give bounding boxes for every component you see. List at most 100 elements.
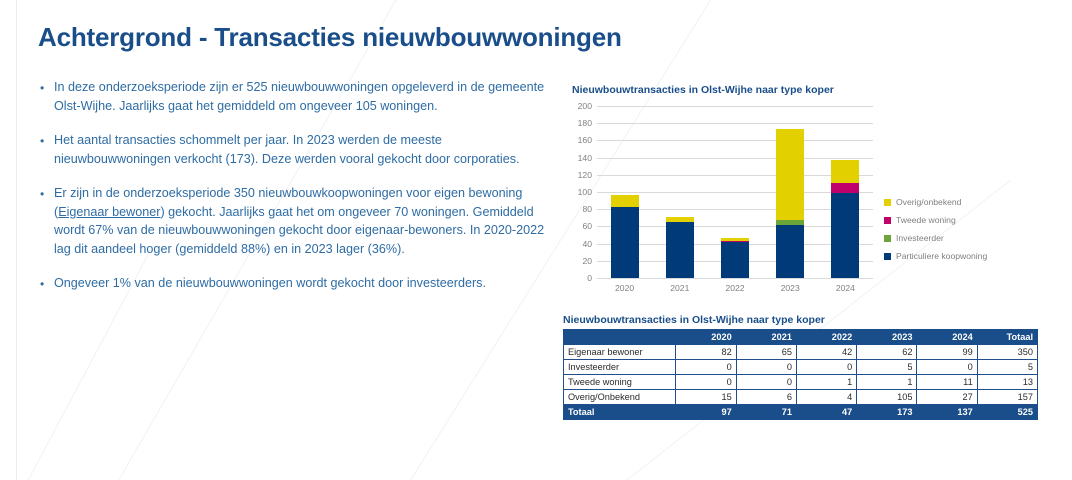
chart-gridline: 0 [587,273,873,283]
chart-bar-2020 [610,194,639,278]
legend-swatch-icon [884,198,891,206]
transactions-table: 2020 2021 2022 2023 2024 Totaal Eigenaar bewo… [562,329,1039,420]
bar-segment-particuliere-koopwoning [776,224,805,278]
bullet-marker-icon: • [40,81,45,95]
chart-plot-wrapper: 0 20 40 60 80 100 120 140 160 180 200 2020 2021 2022 2… [566,101,1036,304]
table-row: Eigenaar bewoner 82 65 42 62 99 350 [562,344,1039,360]
legend-item[interactable]: Investeerder [884,230,1034,246]
y-axis-tick-label: 20 [582,255,592,266]
chart-gridline: 60 [582,221,873,231]
table-column-header: 2022 [795,329,858,345]
chart-plot-area: 0 20 40 60 80 100 120 140 160 180 200 2020 2021 2022 2… [578,101,873,293]
table-column-header: Totaal [976,329,1039,345]
table-cell-value: 0 [735,374,797,390]
bar-segment-particuliere-koopwoning [721,241,749,278]
table-cell-value: 15 [675,389,737,405]
table-cell-value: 27 [916,389,978,405]
bar-segment-particuliere-koopwoning [610,207,639,278]
chart-gridline: 80 [582,204,873,214]
table-total-value: 525 [976,404,1039,420]
table-cell-value: 0 [795,359,858,375]
legend-item[interactable]: Overig/onbekend [884,194,1034,210]
x-axis-tick-label: 2023 [780,283,800,293]
y-axis-tick-label: 80 [582,204,592,215]
y-axis-tick-label: 200 [577,101,592,111]
chart-gridline: 180 [578,118,873,128]
chart-gridline: 200 [578,101,873,111]
list-item: • Het aantal transacties schommelt per j… [40,131,545,168]
table-row: Overig/Onbekend 15 6 4 105 27 157 [562,389,1039,405]
y-axis-tick-label: 0 [587,273,592,283]
y-axis-tick-label: 40 [582,238,592,249]
table-cell-value: 105 [856,389,918,405]
bar-segment-tweede-woning [721,241,749,242]
legend-item[interactable]: Tweede woning [884,212,1034,228]
bullet-text: In deze onderzoeksperiode zijn er 525 ni… [54,80,545,113]
table-column-header: 2020 [675,329,737,345]
table-cell-value: 1 [856,374,918,390]
table-cell-value: 6 [735,389,797,405]
page-title: Achtergrond - Transacties nieuwbouwwonin… [38,22,622,52]
legend-item[interactable]: Particuliere koopwoning [884,248,1034,264]
table-total-row: Totaal 97 71 47 173 137 525 [562,404,1039,420]
bullet-marker-icon: • [40,277,45,291]
eigenaar-bewoner-link[interactable]: Eigenaar bewoner [58,204,161,219]
table-total-value: 173 [856,404,918,420]
y-axis-tick-label: 160 [577,135,592,146]
legend-swatch-icon [884,252,891,260]
bullet-text-post: ) gekocht. Jaarlijks gaat het om ongevee… [54,204,545,256]
table-head: 2020 2021 2022 2023 2024 Totaal [562,329,1039,345]
table-total-value: 47 [795,404,858,420]
table-column-header: 2024 [916,329,978,345]
table-row: Tweede woning 0 0 1 1 11 13 [562,374,1039,390]
bullet-list: • In deze onderzoeksperiode zijn er 525 … [40,78,545,309]
table-row-label: Tweede woning [562,374,677,390]
y-axis-tick-label: 140 [577,152,592,163]
legend-label: Particuliere koopwoning [896,251,988,261]
x-axis-tick-label: 2022 [725,283,745,293]
table-column-header: 2021 [735,329,797,345]
bar-segment-tweede-woning [831,183,860,193]
x-axis-tick-label: 2020 [615,283,635,293]
y-axis-tick-label: 60 [582,221,592,232]
bar-segment-overig-onbekend [610,194,639,208]
table-cell-value: 157 [976,389,1039,405]
bar-segment-overig-onbekend [721,237,749,242]
bar-segment-overig-onbekend [776,129,805,220]
bar-segment-tweede-woning [776,219,805,221]
bullet-text: Ongeveer 1% van de nieuwbouwwoningen wor… [54,276,486,290]
table-body: Eigenaar bewoner 82 65 42 62 99 350 Investeerde… [562,344,1039,405]
bar-segment-particuliere-koopwoning [831,192,860,278]
table-cell-value: 99 [916,344,978,360]
table-cell-value: 1 [795,374,858,390]
bullet-marker-icon: • [40,134,45,148]
legend-label: Tweede woning [896,215,956,225]
legend-swatch-icon [884,216,891,224]
table-cell-value: 13 [976,374,1039,390]
bullet-text-with-link: Er zijn in de onderzoeksperiode 350 nieu… [54,184,545,258]
chart-gridline: 100 [578,187,873,197]
chart-legend: Overig/onbekend Tweede woning Investeerder… [884,194,1034,266]
chart-gridline: 140 [578,153,873,163]
y-axis-tick-label: 180 [577,118,592,129]
list-item: • Ongeveer 1% van de nieuwbouwwoningen w… [40,274,545,293]
list-item: • In deze onderzoeksperiode zijn er 525 … [40,78,545,115]
x-axis-tick-label: 2024 [835,283,855,293]
chart-bar-2022 [721,237,749,278]
table-title: Nieuwbouwtransacties in Olst-Wijhe naar … [563,314,825,326]
left-edge-rule [16,0,17,480]
table-block: Nieuwbouwtransacties in Olst-Wijhe naar … [562,314,1039,420]
table-cell-value: 350 [976,344,1039,360]
table-cell-value: 82 [675,344,737,360]
bar-segment-overig-onbekend [831,160,860,184]
x-axis-tick-label: 2021 [670,283,690,293]
legend-label: Overig/onbekend [896,197,962,207]
table-cell-value: 5 [856,359,918,375]
table-cell-value: 5 [976,359,1039,375]
chart-gridline: 160 [578,135,873,145]
legend-swatch-icon [884,234,891,242]
chart-gridline: 120 [578,170,873,180]
table-cell-value: 11 [916,374,978,390]
legend-label: Investeerder [896,233,944,243]
